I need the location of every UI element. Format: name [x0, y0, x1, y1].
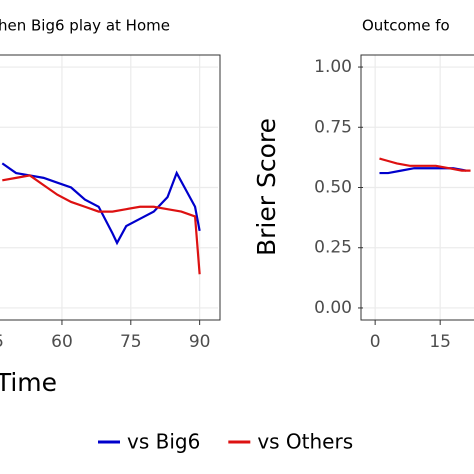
panel-title: Outcome fo: [362, 17, 450, 35]
x-tick-label: 0: [370, 332, 381, 352]
panel-border: [0, 54, 221, 321]
y-tick-label: 0.75: [314, 117, 352, 137]
x-tick-label: 75: [120, 332, 142, 352]
plot-area: [1, 162, 201, 275]
line: [379, 157, 471, 172]
legend-label: vs Others: [257, 430, 353, 454]
x-tick-label: 90: [189, 332, 211, 352]
line: [2, 174, 201, 275]
x-tick-label: 60: [51, 332, 73, 352]
y-axis-label: Brier Score: [252, 118, 281, 256]
y-tick-label: 0.50: [314, 178, 352, 198]
legend-label: vs Big6: [127, 430, 200, 454]
panel-border: [360, 54, 474, 321]
y-tick-label: 0.25: [314, 238, 352, 258]
x-tick-label: 45: [0, 332, 4, 352]
y-tick-label: 1.00: [314, 57, 352, 77]
plot-area: [379, 157, 471, 175]
line: [1, 162, 201, 246]
legend: vs Big6 vs Others: [98, 430, 353, 454]
x-axis-label: Time: [0, 368, 57, 397]
x-tick-label: 15: [429, 332, 451, 352]
panel-title: hen Big6 play at Home: [0, 17, 170, 35]
y-tick-label: 0.00: [314, 298, 352, 318]
